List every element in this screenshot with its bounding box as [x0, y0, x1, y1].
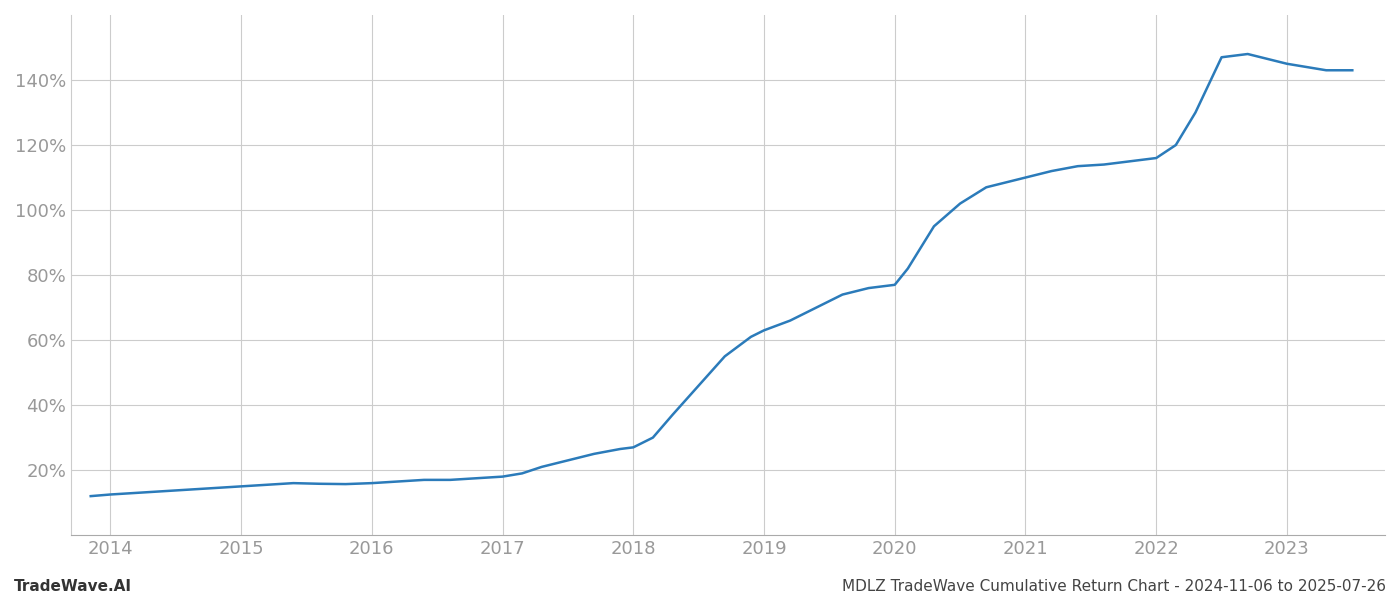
Text: MDLZ TradeWave Cumulative Return Chart - 2024-11-06 to 2025-07-26: MDLZ TradeWave Cumulative Return Chart -…	[841, 579, 1386, 594]
Text: TradeWave.AI: TradeWave.AI	[14, 579, 132, 594]
